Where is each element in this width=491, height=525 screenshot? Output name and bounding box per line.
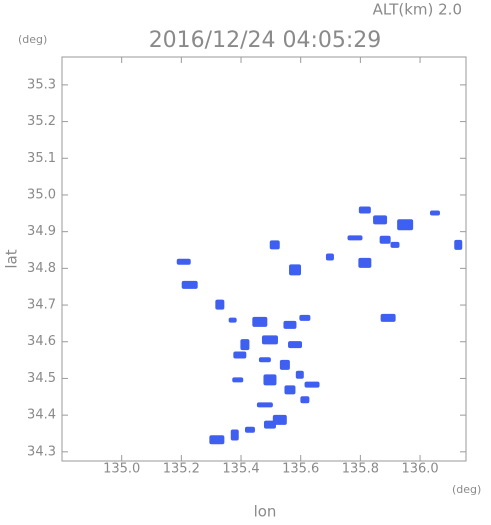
y-tick-label: 35.3 bbox=[27, 77, 56, 92]
echo bbox=[299, 314, 311, 321]
echo bbox=[454, 239, 463, 250]
x-tick-label: 135.0 bbox=[103, 462, 140, 477]
echo bbox=[300, 396, 310, 404]
echo bbox=[209, 435, 225, 445]
y-tick-label: 34.4 bbox=[27, 408, 56, 423]
x-tick-label: 135.8 bbox=[342, 462, 379, 477]
x-tick-label: 135.4 bbox=[222, 462, 259, 477]
altitude-label: ALT(km) 2.0 bbox=[373, 1, 462, 19]
echo bbox=[283, 320, 297, 329]
echo bbox=[380, 313, 396, 322]
echo bbox=[284, 385, 296, 395]
y-tick-label: 34.6 bbox=[27, 334, 56, 349]
echo bbox=[176, 258, 191, 265]
x-unit: (deg) bbox=[452, 483, 481, 496]
echo bbox=[244, 426, 255, 433]
echo bbox=[215, 299, 225, 310]
plot-frame bbox=[61, 56, 467, 462]
echo bbox=[232, 377, 244, 383]
echo bbox=[347, 235, 363, 241]
y-tick-label: 34.3 bbox=[27, 444, 56, 459]
echo bbox=[358, 206, 371, 214]
echo bbox=[228, 317, 237, 323]
echo bbox=[233, 351, 247, 359]
echo bbox=[263, 374, 277, 386]
echo bbox=[256, 402, 273, 408]
x-tick-label: 135.6 bbox=[282, 462, 319, 477]
y-tick-label: 34.8 bbox=[27, 261, 56, 276]
echo bbox=[295, 370, 304, 379]
echo bbox=[269, 240, 280, 250]
echo bbox=[289, 264, 302, 276]
echo bbox=[263, 420, 276, 429]
y-tick-label: 35.0 bbox=[27, 187, 56, 202]
echo bbox=[230, 429, 239, 441]
echo bbox=[358, 257, 372, 268]
y-tick-label: 34.7 bbox=[27, 298, 56, 313]
y-tick-label: 35.1 bbox=[27, 151, 56, 166]
x-axis-label: lon bbox=[254, 503, 277, 521]
echo bbox=[429, 210, 440, 216]
y-tick-label: 34.9 bbox=[27, 224, 56, 239]
echo bbox=[288, 341, 303, 349]
echo bbox=[261, 335, 278, 345]
echo bbox=[181, 280, 198, 289]
chart-title: 2016/12/24 04:05:29 bbox=[149, 28, 382, 53]
y-tick-label: 34.5 bbox=[27, 371, 56, 386]
echo bbox=[379, 235, 391, 244]
echo bbox=[252, 316, 268, 327]
echo bbox=[279, 359, 290, 370]
echo bbox=[325, 253, 334, 261]
echo bbox=[390, 241, 400, 248]
echo bbox=[272, 414, 287, 425]
x-tick-label: 136.0 bbox=[401, 462, 438, 477]
y-unit: (deg) bbox=[18, 33, 47, 46]
x-tick-label: 135.2 bbox=[163, 462, 200, 477]
echo bbox=[258, 357, 271, 363]
echo bbox=[397, 219, 414, 231]
echo bbox=[240, 339, 250, 351]
echo bbox=[373, 215, 388, 225]
echo bbox=[304, 381, 320, 388]
y-axis-label: lat bbox=[3, 249, 21, 268]
y-tick-label: 35.2 bbox=[27, 114, 56, 129]
